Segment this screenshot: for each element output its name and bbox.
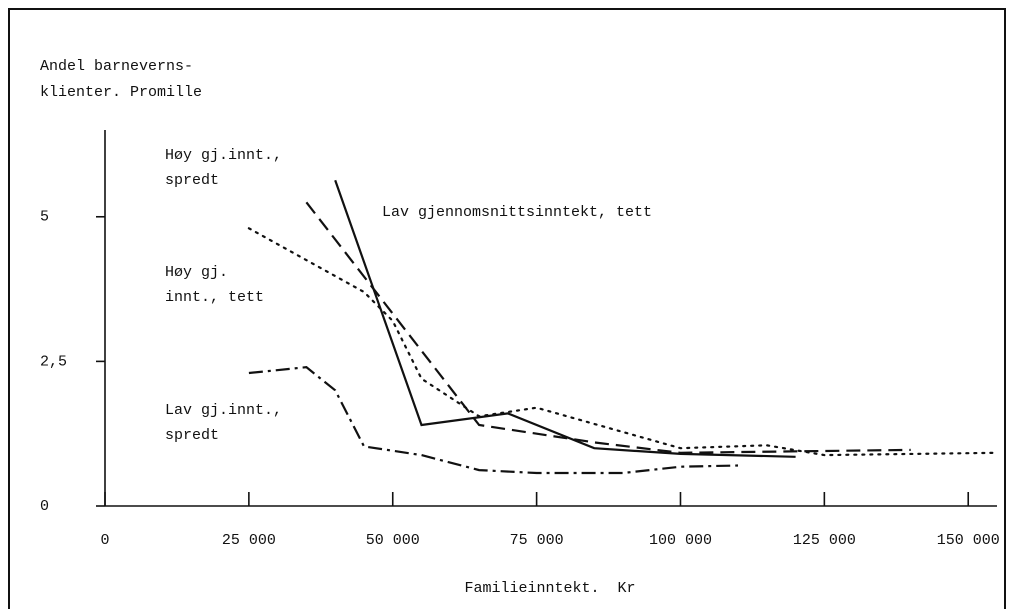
y-tick-label: 5 (40, 209, 49, 226)
line-series (305, 201, 911, 454)
series-label: innt., tett (165, 289, 264, 306)
x-axis-label: Familieinntekt. Kr (464, 580, 635, 597)
series-label: Lav gj.innt., (165, 402, 282, 419)
x-tick-label: 50 000 (366, 532, 420, 549)
line-series (248, 366, 739, 475)
x-tick-label: 150 000 (937, 532, 1000, 549)
x-tick-label: 125 000 (793, 532, 856, 549)
series-label: Lav gjennomsnittsinntekt, tett (382, 204, 652, 221)
y-tick-label: 0 (40, 498, 49, 515)
y-axis-label: Andel barneverns- (40, 58, 193, 75)
series-label: spredt (165, 427, 219, 444)
series-label: spredt (165, 172, 219, 189)
x-tick-label: 75 000 (510, 532, 564, 549)
frame (8, 8, 1006, 609)
line-series (247, 227, 999, 457)
series-label: Høy gj. (165, 264, 228, 281)
y-tick-label: 2,5 (40, 353, 67, 370)
line-series (334, 179, 796, 458)
x-tick-label: 100 000 (649, 532, 712, 549)
y-axis-label: klienter. Promille (40, 84, 202, 101)
x-tick-label: 0 (100, 532, 109, 549)
x-tick-label: 25 000 (222, 532, 276, 549)
series-label: Høy gj.innt., (165, 147, 282, 164)
